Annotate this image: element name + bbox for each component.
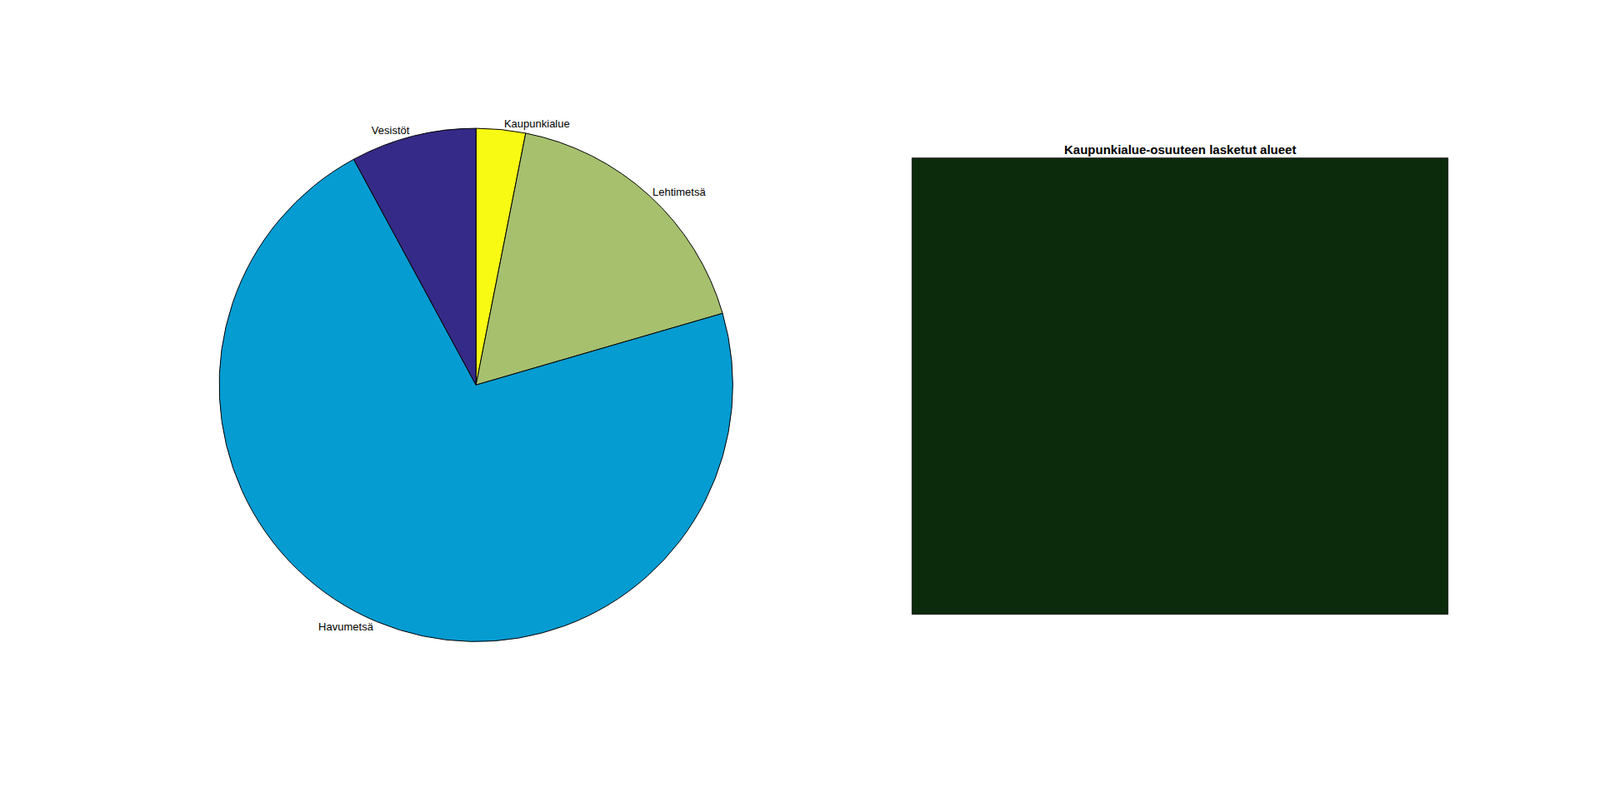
svg-text:Kaupunkialue-osuuteen lasketut: Kaupunkialue-osuuteen lasketut alueet: [1064, 142, 1296, 157]
svg-text:Havumetsä: Havumetsä: [318, 620, 375, 634]
svg-text:Kaupunkialue: Kaupunkialue: [504, 117, 570, 130]
svg-text:Vesistöt: Vesistöt: [371, 124, 410, 137]
svg-text:Lehtimetsä: Lehtimetsä: [652, 185, 706, 199]
